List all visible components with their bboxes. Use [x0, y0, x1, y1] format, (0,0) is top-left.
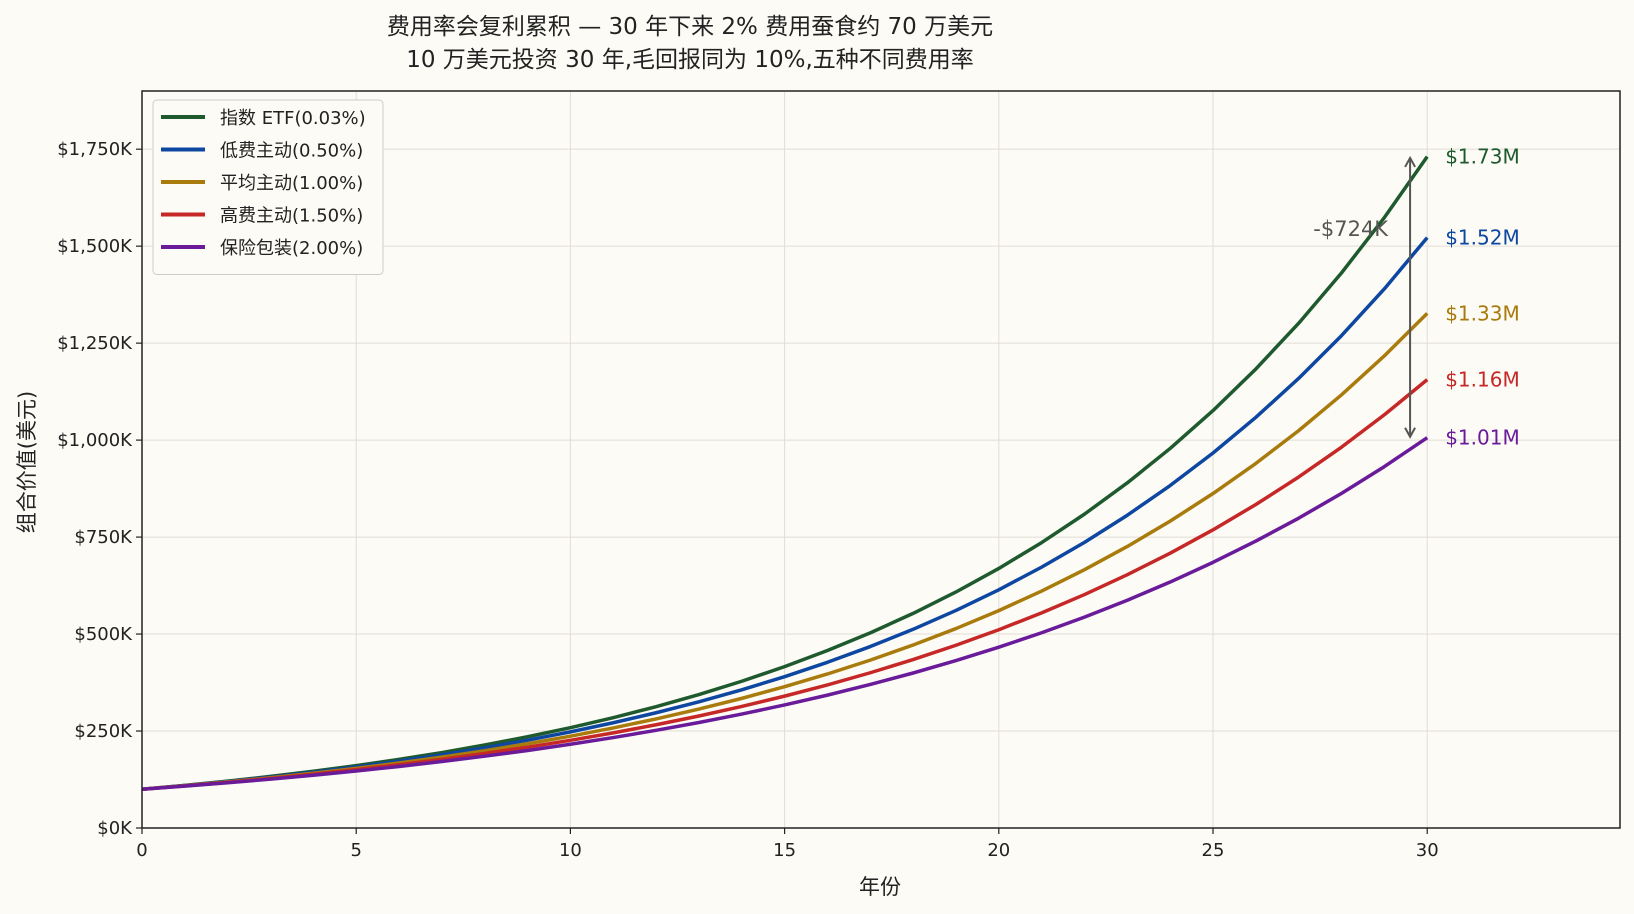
- x-tick-label: 5: [350, 840, 361, 861]
- y-tick-label: $500K: [74, 624, 133, 645]
- x-tick-label: 30: [1416, 840, 1439, 861]
- gap-arrow-head-top: [1404, 155, 1416, 168]
- series-line-4: [141, 436, 1429, 791]
- y-tick-label: $0K: [97, 818, 133, 839]
- chart-subtitle: 10 万美元投资 30 年,毛回报同为 10%,五种不同费用率: [406, 47, 974, 73]
- x-axis-ticks: 0 5 10 15 20 25 30: [136, 828, 1439, 861]
- end-label-3: $1.16M: [1445, 368, 1520, 392]
- x-tick-label: 20: [987, 840, 1010, 861]
- legend-entry-3: 高费主动(1.50%): [220, 206, 363, 227]
- y-axis-ticks: $0K $250K $500K $750K $1,000K $1,250K $1,500K $…: [57, 139, 142, 839]
- grid-lines: [141, 91, 1620, 829]
- legend-box: [152, 99, 384, 275]
- y-tick-label: $750K: [74, 527, 133, 548]
- y-axis-label: 组合价值(美元): [15, 391, 39, 533]
- end-label-4: $1.01M: [1445, 426, 1520, 450]
- y-tick-label: $1,750K: [57, 139, 133, 160]
- y-tick-label: $1,000K: [57, 430, 133, 451]
- x-tick-label: 15: [773, 840, 796, 861]
- x-tick-label: 10: [559, 840, 582, 861]
- y-tick-label: $250K: [74, 721, 133, 742]
- series-lines: $1.73M $1.52M $1.33M $1.16M $1.01M: [141, 145, 1520, 791]
- gap-arrow-head-bottom: [1404, 427, 1416, 439]
- plot-frame: [141, 90, 1621, 829]
- x-tick-label: 0: [136, 840, 147, 861]
- chart-title: 费用率会复利累积 — 30 年下来 2% 费用蚕食约 70 万美元: [387, 14, 993, 40]
- end-label-0: $1.73M: [1445, 145, 1520, 169]
- gap-annotation: -$724K: [1313, 155, 1416, 439]
- x-tick-label: 25: [1202, 840, 1225, 861]
- y-tick-label: $1,250K: [57, 333, 133, 354]
- gap-label: -$724K: [1313, 217, 1389, 241]
- legend-entry-2: 平均主动(1.00%): [220, 173, 363, 194]
- end-label-2: $1.33M: [1445, 301, 1520, 325]
- y-tick-label: $1,500K: [57, 236, 133, 257]
- legend: 指数 ETF(0.03%) 低费主动(0.50%) 平均主动(1.00%) 高费主动(…: [152, 99, 384, 275]
- legend-entry-0: 指数 ETF(0.03%): [220, 108, 366, 129]
- end-label-1: $1.52M: [1445, 226, 1520, 250]
- legend-entry-4: 保险包装(2.00%): [220, 238, 363, 259]
- legend-entry-1: 低费主动(0.50%): [220, 141, 363, 162]
- x-axis-label: 年份: [859, 875, 901, 899]
